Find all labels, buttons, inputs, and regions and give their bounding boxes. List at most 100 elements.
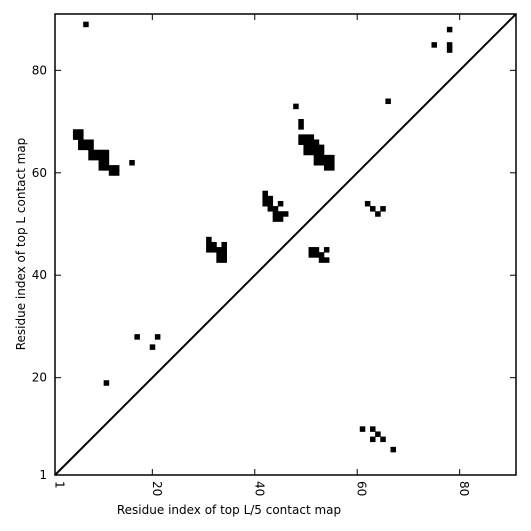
contact-point <box>272 216 279 222</box>
contact-point <box>329 159 335 166</box>
contact-point <box>206 241 212 248</box>
contact-point <box>390 446 397 453</box>
contact-point <box>216 252 222 258</box>
contact-point <box>72 134 79 140</box>
contact-point <box>313 247 320 253</box>
contact-point <box>318 149 325 156</box>
contact-point <box>298 119 304 125</box>
contact-point <box>83 144 89 151</box>
contact-point <box>103 159 110 166</box>
contact-point <box>370 426 376 432</box>
contact-point <box>206 236 212 243</box>
contact-point <box>267 195 274 202</box>
contact-point <box>313 159 320 166</box>
contact-point <box>262 200 268 207</box>
contact-point <box>78 139 84 146</box>
contact-point <box>216 257 222 263</box>
contact-point <box>293 103 299 110</box>
contact-point <box>308 139 315 146</box>
contact-point <box>103 380 110 386</box>
contact-point <box>303 144 309 151</box>
contact-point <box>277 211 284 217</box>
contact-point <box>221 257 227 263</box>
contact-point <box>298 139 304 146</box>
contact-point <box>380 436 386 443</box>
x-tick-label: 60 <box>355 481 369 496</box>
contact-point <box>78 134 84 140</box>
contact-point <box>329 165 335 171</box>
contact-point <box>78 144 84 151</box>
contact-point <box>370 436 376 443</box>
y-tick-label: 40 <box>32 268 47 282</box>
contact-point <box>272 206 279 212</box>
contact-point <box>323 154 330 161</box>
contact-point <box>267 206 274 212</box>
contact-point <box>216 247 222 253</box>
contact-point <box>103 165 110 171</box>
contact-point <box>318 257 325 263</box>
y-tick-label: 80 <box>32 63 47 77</box>
contact-point <box>370 206 376 212</box>
contact-point <box>431 42 437 48</box>
diagonal-line <box>54 13 517 476</box>
contact-point <box>313 144 320 151</box>
contact-point <box>282 211 289 217</box>
contact-point <box>267 200 274 207</box>
contact-point <box>149 344 156 350</box>
contact-point <box>318 159 325 166</box>
contact-point <box>108 165 115 171</box>
contact-point <box>221 247 227 253</box>
contact-point <box>103 154 110 161</box>
contact-point <box>308 252 315 258</box>
y-axis-label: Residue index of top L contact map <box>14 138 28 351</box>
contact-point <box>323 257 330 263</box>
contact-point <box>221 252 227 258</box>
y-tick-label: 20 <box>32 371 47 385</box>
contact-point <box>72 129 79 135</box>
contact-point <box>211 247 217 253</box>
contact-point <box>446 42 453 48</box>
contact-point <box>323 247 330 253</box>
contact-point <box>134 334 140 340</box>
contact-point <box>83 21 89 28</box>
contact-point <box>88 144 94 151</box>
x-axis-ticks: 1 20 40 60 80 <box>53 14 471 496</box>
contact-point <box>313 154 320 161</box>
contact-point <box>154 334 161 340</box>
contact-point <box>98 149 105 156</box>
x-tick-label: 80 <box>457 481 471 496</box>
contact-point <box>272 211 279 217</box>
contact-point <box>298 134 304 140</box>
contact-point <box>308 134 315 140</box>
x-tick-label: 1 <box>53 481 67 489</box>
contact-point <box>78 129 84 135</box>
contact-point <box>88 149 94 156</box>
plot-frame <box>54 13 517 476</box>
contact-point <box>298 124 304 130</box>
x-axis-label: Residue index of top L/5 contact map <box>117 503 341 517</box>
contact-point <box>113 165 120 171</box>
y-axis-ticks: 1 20 40 60 80 <box>32 63 516 482</box>
contact-point <box>277 216 284 222</box>
points-layer <box>72 21 453 453</box>
contact-point <box>129 159 135 166</box>
contact-point <box>88 139 94 146</box>
contact-point <box>262 190 268 197</box>
x-tick-label: 20 <box>150 481 164 496</box>
contact-point <box>364 200 371 207</box>
contact-point <box>359 426 366 432</box>
contact-point <box>303 139 309 146</box>
contact-point <box>262 195 268 202</box>
contact-point <box>313 139 320 146</box>
contact-point <box>446 26 453 33</box>
contact-point <box>446 47 453 53</box>
contact-point <box>380 206 386 212</box>
contact-point <box>93 149 99 156</box>
y-tick-label: 1 <box>39 468 47 482</box>
contact-point <box>318 252 325 258</box>
contact-point <box>385 98 391 105</box>
contact-point <box>375 211 381 217</box>
contact-point <box>375 431 381 437</box>
contact-point <box>329 154 335 161</box>
